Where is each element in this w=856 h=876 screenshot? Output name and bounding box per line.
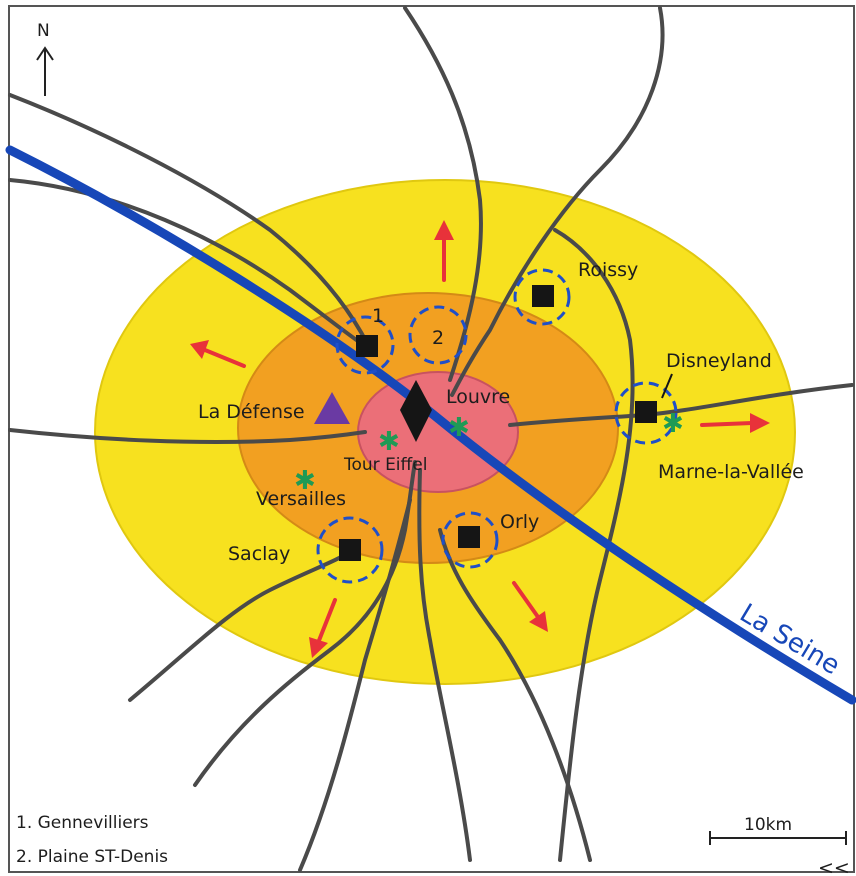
corner-mark: << bbox=[818, 857, 850, 876]
north-arrow: N bbox=[36, 21, 54, 96]
arrow-west bbox=[190, 340, 246, 368]
legend: 1. Gennevilliers 2. Plaine ST-Denis bbox=[16, 813, 168, 867]
arrow-southwest bbox=[309, 598, 337, 658]
pole-orly bbox=[458, 526, 480, 548]
halo-plaine-st-denis bbox=[408, 305, 468, 365]
site-disneyland-star: ✱ bbox=[662, 409, 684, 439]
road-north-2 bbox=[450, 6, 665, 397]
pole-marne-la-vallee bbox=[635, 401, 657, 423]
site-louvre-star: ✱ bbox=[448, 413, 470, 443]
north-label: N bbox=[37, 21, 50, 41]
pole-markers bbox=[339, 285, 657, 561]
arrow-east bbox=[700, 413, 770, 433]
label-versailles: Versailles bbox=[256, 488, 346, 510]
halo-orly bbox=[441, 511, 499, 569]
halo-saclay bbox=[316, 516, 384, 584]
label-marker-2: 2 bbox=[432, 327, 444, 349]
scale-label: 10km bbox=[744, 815, 792, 835]
north-arrow-head bbox=[36, 46, 54, 61]
arrow-north bbox=[434, 220, 454, 282]
river-seine bbox=[5, 145, 856, 705]
arrow-southeast bbox=[512, 581, 548, 632]
tourist-sites: ✱ ✱ ✱ ✱ bbox=[294, 409, 684, 496]
legend-item-1: 1. Gennevilliers bbox=[16, 813, 149, 833]
road-north-1 bbox=[403, 6, 483, 382]
road-northwest-1 bbox=[8, 93, 370, 347]
label-disneyland: Disneyland bbox=[666, 350, 772, 372]
pole-saclay bbox=[339, 539, 361, 561]
road-west bbox=[8, 428, 367, 444]
pole-gennevilliers bbox=[356, 335, 378, 357]
label-saclay: Saclay bbox=[228, 543, 290, 565]
halo-roissy bbox=[513, 268, 571, 326]
scale-bar: 10km bbox=[709, 815, 847, 845]
map-frame bbox=[8, 5, 855, 873]
label-louvre: Louvre bbox=[446, 386, 510, 408]
road-east-curve bbox=[553, 228, 635, 862]
road-south-1 bbox=[298, 498, 412, 872]
halo-marne-la-vallee bbox=[614, 381, 678, 445]
legend-item-2: 2. Plaine ST-Denis bbox=[16, 847, 168, 867]
site-versailles-star: ✱ bbox=[294, 466, 316, 496]
expansion-arrows bbox=[190, 220, 770, 658]
pole-roissy bbox=[532, 285, 554, 307]
label-roissy: Roissy bbox=[578, 259, 638, 281]
pole-halos bbox=[316, 268, 678, 584]
label-marne-la-vallee: Marne-la-Vallée bbox=[658, 461, 804, 483]
road-south-2 bbox=[417, 468, 472, 862]
paris-center-diamond bbox=[400, 380, 432, 442]
label-marker-1: 1 bbox=[372, 305, 384, 327]
label-tour-eiffel: Tour Eiffel bbox=[343, 455, 427, 475]
disneyland-callout bbox=[661, 373, 673, 399]
label-la-defense: La Défense bbox=[198, 401, 305, 423]
road-southwest-1 bbox=[128, 548, 354, 702]
site-tour-eiffel-star: ✱ bbox=[378, 427, 400, 457]
la-defense-triangle bbox=[314, 392, 350, 424]
halo-gennevilliers bbox=[335, 315, 395, 375]
road-south-3 bbox=[438, 528, 592, 862]
label-orly: Orly bbox=[500, 511, 539, 533]
